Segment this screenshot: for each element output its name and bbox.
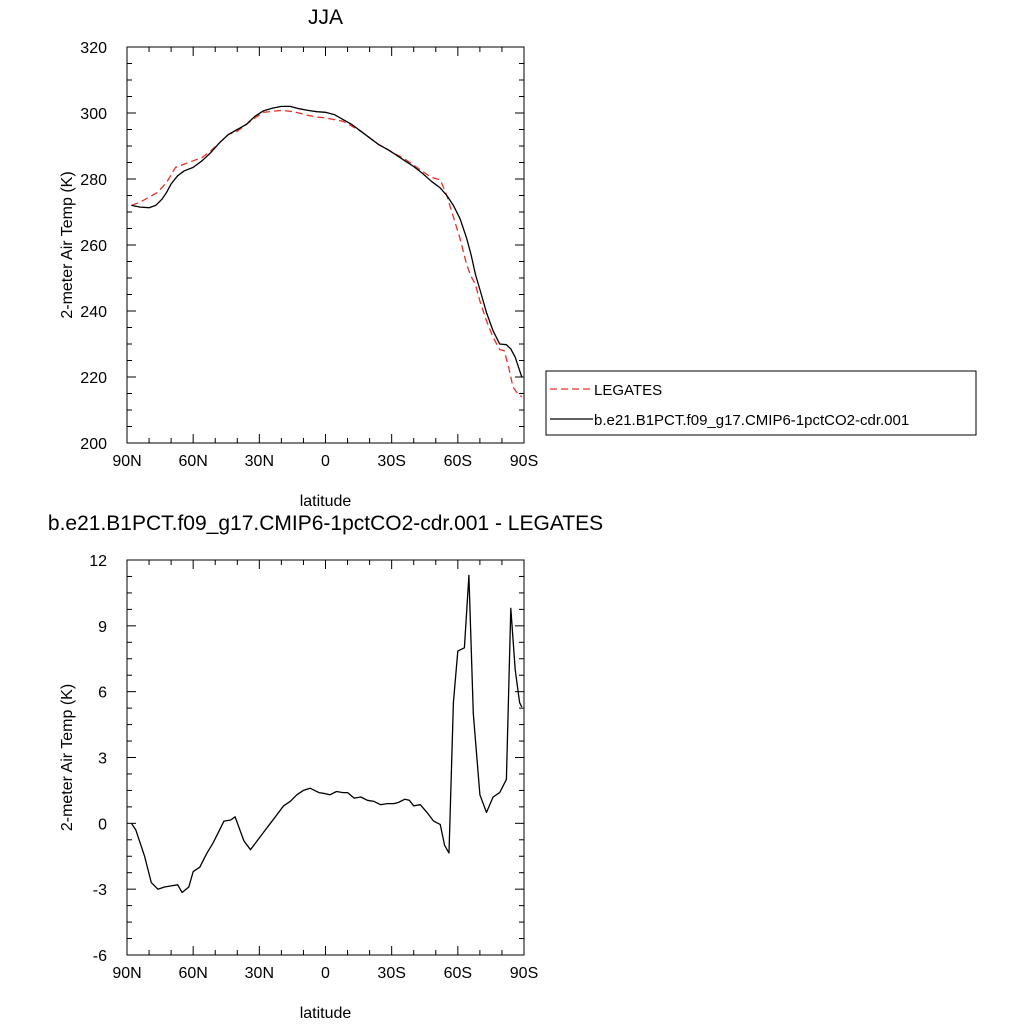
x-tick-label: 90N <box>112 453 141 470</box>
difference-plot: b.e21.B1PCT.f09_g17.CMIP6-1pctCO2-cdr.00… <box>48 512 603 1022</box>
y-tick-label: 12 <box>89 553 107 570</box>
x-tick-label: 30S <box>377 453 405 470</box>
x-axis-label: latitude <box>300 493 352 510</box>
y-tick-label: 240 <box>80 304 107 321</box>
y-tick-label: 9 <box>98 619 107 636</box>
y-tick-label: 6 <box>98 685 107 702</box>
chart-title: b.e21.B1PCT.f09_g17.CMIP6-1pctCO2-cdr.00… <box>48 512 603 535</box>
chart-title: JJA <box>308 6 343 29</box>
x-axis-label: latitude <box>300 1005 352 1022</box>
series-line-0 <box>130 574 523 894</box>
temperature-plot: JJA 90N 60N 30N 0 30S 60S 90S 200 220 240 260 280 300… <box>59 6 977 510</box>
x-tick-label: 60N <box>178 453 207 470</box>
x-tick-label: 60S <box>444 965 472 982</box>
y-tick-label: 320 <box>80 40 107 57</box>
y-tick-label: 0 <box>98 816 107 833</box>
y-tick-label: 3 <box>98 751 107 768</box>
legend-label: LEGATES <box>594 382 662 399</box>
x-tick-label: 30S <box>377 965 405 982</box>
y-tick-label: 200 <box>80 436 107 453</box>
x-tick-label: 90N <box>112 965 141 982</box>
y-axis-label: 2-meter Air Temp (K) <box>59 171 76 318</box>
legend-label: b.e21.B1PCT.f09_g17.CMIP6-1pctCO2-cdr.00… <box>594 412 909 429</box>
x-tick-label: 90S <box>510 965 538 982</box>
plot-frame <box>126 46 525 444</box>
y-tick-label: 280 <box>80 172 107 189</box>
y-tick-label: 220 <box>80 370 107 387</box>
y-tick-label: -3 <box>93 882 107 899</box>
x-tick-label: 0 <box>321 965 330 982</box>
x-tick-label: 30N <box>245 453 274 470</box>
y-tick-label: -6 <box>93 948 107 965</box>
x-tick-label: 30N <box>245 965 274 982</box>
x-tick-label: 60S <box>444 453 472 470</box>
series-line-1 <box>131 105 523 378</box>
y-tick-label: 260 <box>80 238 107 255</box>
plot-frame <box>126 559 525 956</box>
x-tick-label: 60N <box>178 965 207 982</box>
y-tick-label: 300 <box>80 106 107 123</box>
legend-box <box>545 370 977 436</box>
y-axis-label: 2-meter Air Temp (K) <box>59 684 76 831</box>
x-tick-label: 0 <box>321 453 330 470</box>
series-line-0 <box>131 109 523 398</box>
x-tick-label: 90S <box>510 453 538 470</box>
